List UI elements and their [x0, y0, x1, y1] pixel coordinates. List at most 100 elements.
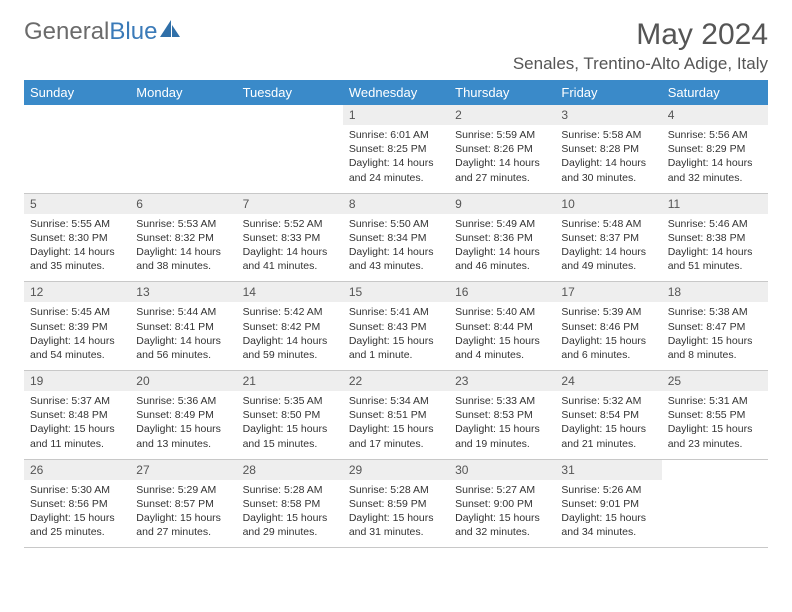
sunrise-text: Sunrise: 5:59 AM — [455, 128, 549, 142]
sunset-text: Sunset: 8:34 PM — [349, 231, 443, 245]
calendar-cell — [237, 105, 343, 193]
day-number: 6 — [130, 194, 236, 214]
daylight-text: Daylight: 15 hours and 19 minutes. — [455, 422, 549, 450]
day-number: 16 — [449, 282, 555, 302]
day-number: 23 — [449, 371, 555, 391]
day-body — [130, 111, 236, 171]
sunset-text: Sunset: 8:38 PM — [668, 231, 762, 245]
sunrise-text: Sunrise: 5:52 AM — [243, 217, 337, 231]
day-body: Sunrise: 5:46 AMSunset: 8:38 PMDaylight:… — [662, 214, 768, 282]
sunrise-text: Sunrise: 5:34 AM — [349, 394, 443, 408]
daylight-text: Daylight: 14 hours and 24 minutes. — [349, 156, 443, 184]
day-number: 25 — [662, 371, 768, 391]
calendar-page: GeneralBlue May 2024 Senales, Trentino-A… — [0, 0, 792, 566]
calendar-cell: 21Sunrise: 5:35 AMSunset: 8:50 PMDayligh… — [237, 371, 343, 460]
daylight-text: Daylight: 14 hours and 35 minutes. — [30, 245, 124, 273]
day-number: 11 — [662, 194, 768, 214]
day-body: Sunrise: 5:28 AMSunset: 8:59 PMDaylight:… — [343, 480, 449, 548]
day-number: 31 — [555, 460, 661, 480]
logo-sail-icon — [159, 18, 181, 46]
calendar-cell: 11Sunrise: 5:46 AMSunset: 8:38 PMDayligh… — [662, 193, 768, 282]
logo-text-blue: Blue — [109, 18, 157, 46]
day-body: Sunrise: 5:28 AMSunset: 8:58 PMDaylight:… — [237, 480, 343, 548]
sunset-text: Sunset: 8:29 PM — [668, 142, 762, 156]
sunset-text: Sunset: 8:36 PM — [455, 231, 549, 245]
sunset-text: Sunset: 8:33 PM — [243, 231, 337, 245]
sunset-text: Sunset: 8:25 PM — [349, 142, 443, 156]
calendar-cell: 17Sunrise: 5:39 AMSunset: 8:46 PMDayligh… — [555, 282, 661, 371]
calendar-cell: 6Sunrise: 5:53 AMSunset: 8:32 PMDaylight… — [130, 193, 236, 282]
dayhead-sat: Saturday — [662, 80, 768, 105]
location-subtitle: Senales, Trentino-Alto Adige, Italy — [513, 54, 768, 74]
daylight-text: Daylight: 14 hours and 46 minutes. — [455, 245, 549, 273]
day-body: Sunrise: 5:45 AMSunset: 8:39 PMDaylight:… — [24, 302, 130, 370]
page-header: GeneralBlue May 2024 Senales, Trentino-A… — [24, 18, 768, 74]
day-body: Sunrise: 5:52 AMSunset: 8:33 PMDaylight:… — [237, 214, 343, 282]
daylight-text: Daylight: 15 hours and 15 minutes. — [243, 422, 337, 450]
sunrise-text: Sunrise: 5:31 AM — [668, 394, 762, 408]
sunrise-text: Sunrise: 5:33 AM — [455, 394, 549, 408]
daylight-text: Daylight: 15 hours and 17 minutes. — [349, 422, 443, 450]
sunset-text: Sunset: 8:48 PM — [30, 408, 124, 422]
calendar-cell: 23Sunrise: 5:33 AMSunset: 8:53 PMDayligh… — [449, 371, 555, 460]
sunset-text: Sunset: 8:57 PM — [136, 497, 230, 511]
day-body — [24, 111, 130, 171]
day-number: 19 — [24, 371, 130, 391]
logo-text-gray: General — [24, 18, 109, 46]
day-body: Sunrise: 5:30 AMSunset: 8:56 PMDaylight:… — [24, 480, 130, 548]
day-number: 20 — [130, 371, 236, 391]
sunrise-text: Sunrise: 5:32 AM — [561, 394, 655, 408]
sunset-text: Sunset: 8:46 PM — [561, 320, 655, 334]
calendar-cell: 26Sunrise: 5:30 AMSunset: 8:56 PMDayligh… — [24, 459, 130, 548]
sunset-text: Sunset: 8:42 PM — [243, 320, 337, 334]
day-body: Sunrise: 5:26 AMSunset: 9:01 PMDaylight:… — [555, 480, 661, 548]
daylight-text: Daylight: 14 hours and 30 minutes. — [561, 156, 655, 184]
calendar-cell: 30Sunrise: 5:27 AMSunset: 9:00 PMDayligh… — [449, 459, 555, 548]
title-block: May 2024 Senales, Trentino-Alto Adige, I… — [513, 18, 768, 74]
day-body: Sunrise: 5:48 AMSunset: 8:37 PMDaylight:… — [555, 214, 661, 282]
daylight-text: Daylight: 15 hours and 27 minutes. — [136, 511, 230, 539]
sunrise-text: Sunrise: 5:56 AM — [668, 128, 762, 142]
calendar-cell: 20Sunrise: 5:36 AMSunset: 8:49 PMDayligh… — [130, 371, 236, 460]
daylight-text: Daylight: 14 hours and 38 minutes. — [136, 245, 230, 273]
day-number: 22 — [343, 371, 449, 391]
sunrise-text: Sunrise: 5:29 AM — [136, 483, 230, 497]
sunset-text: Sunset: 8:50 PM — [243, 408, 337, 422]
calendar-cell: 2Sunrise: 5:59 AMSunset: 8:26 PMDaylight… — [449, 105, 555, 193]
calendar-body: 1Sunrise: 6:01 AMSunset: 8:25 PMDaylight… — [24, 105, 768, 548]
day-number: 2 — [449, 105, 555, 125]
calendar-cell: 19Sunrise: 5:37 AMSunset: 8:48 PMDayligh… — [24, 371, 130, 460]
sunrise-text: Sunrise: 5:28 AM — [243, 483, 337, 497]
day-body: Sunrise: 5:36 AMSunset: 8:49 PMDaylight:… — [130, 391, 236, 459]
sunset-text: Sunset: 9:00 PM — [455, 497, 549, 511]
calendar-cell: 31Sunrise: 5:26 AMSunset: 9:01 PMDayligh… — [555, 459, 661, 548]
daylight-text: Daylight: 14 hours and 32 minutes. — [668, 156, 762, 184]
sunset-text: Sunset: 8:28 PM — [561, 142, 655, 156]
day-body: Sunrise: 5:50 AMSunset: 8:34 PMDaylight:… — [343, 214, 449, 282]
daylight-text: Daylight: 14 hours and 51 minutes. — [668, 245, 762, 273]
sunrise-text: Sunrise: 5:48 AM — [561, 217, 655, 231]
dayhead-thu: Thursday — [449, 80, 555, 105]
sunrise-text: Sunrise: 5:30 AM — [30, 483, 124, 497]
daylight-text: Daylight: 14 hours and 59 minutes. — [243, 334, 337, 362]
daylight-text: Daylight: 14 hours and 54 minutes. — [30, 334, 124, 362]
day-body: Sunrise: 5:55 AMSunset: 8:30 PMDaylight:… — [24, 214, 130, 282]
daylight-text: Daylight: 15 hours and 29 minutes. — [243, 511, 337, 539]
day-body: Sunrise: 5:42 AMSunset: 8:42 PMDaylight:… — [237, 302, 343, 370]
daylight-text: Daylight: 15 hours and 34 minutes. — [561, 511, 655, 539]
calendar-cell: 1Sunrise: 6:01 AMSunset: 8:25 PMDaylight… — [343, 105, 449, 193]
calendar-cell: 24Sunrise: 5:32 AMSunset: 8:54 PMDayligh… — [555, 371, 661, 460]
sunset-text: Sunset: 8:37 PM — [561, 231, 655, 245]
day-body: Sunrise: 5:34 AMSunset: 8:51 PMDaylight:… — [343, 391, 449, 459]
day-body: Sunrise: 5:58 AMSunset: 8:28 PMDaylight:… — [555, 125, 661, 193]
day-number: 7 — [237, 194, 343, 214]
sunrise-text: Sunrise: 5:26 AM — [561, 483, 655, 497]
sunrise-text: Sunrise: 5:35 AM — [243, 394, 337, 408]
sunset-text: Sunset: 9:01 PM — [561, 497, 655, 511]
daylight-text: Daylight: 15 hours and 11 minutes. — [30, 422, 124, 450]
daylight-text: Daylight: 15 hours and 8 minutes. — [668, 334, 762, 362]
calendar-cell: 4Sunrise: 5:56 AMSunset: 8:29 PMDaylight… — [662, 105, 768, 193]
sunrise-text: Sunrise: 5:53 AM — [136, 217, 230, 231]
dayhead-tue: Tuesday — [237, 80, 343, 105]
sunrise-text: Sunrise: 5:41 AM — [349, 305, 443, 319]
